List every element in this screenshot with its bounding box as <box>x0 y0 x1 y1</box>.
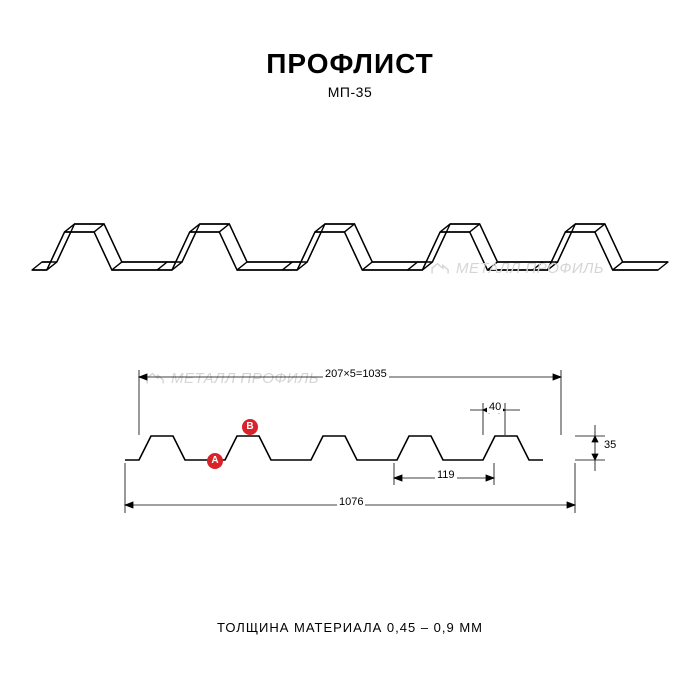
dim-height: 35 <box>602 439 618 451</box>
house-icon <box>430 261 452 277</box>
header: ПРОФЛИСТ МП-35 <box>0 0 700 100</box>
technical-drawing: 207×5=1035 40 35 119 1076 A B <box>75 365 625 535</box>
dim-top-width: 40 <box>487 401 503 413</box>
watermark: МЕТАЛЛ ПРОФИЛЬ <box>430 260 604 277</box>
dim-total-formula: 207×5=1035 <box>323 368 389 380</box>
material-thickness-note: ТОЛЩИНА МАТЕРИАЛА 0,45 – 0,9 ММ <box>0 620 700 635</box>
dim-pitch: 119 <box>435 469 457 481</box>
marker-a: A <box>207 453 223 469</box>
dim-overall-width: 1076 <box>337 496 365 508</box>
marker-b: B <box>242 419 258 435</box>
page-subtitle: МП-35 <box>0 84 700 100</box>
watermark-text: МЕТАЛЛ ПРОФИЛЬ <box>456 260 604 277</box>
page-title: ПРОФЛИСТ <box>0 48 700 80</box>
